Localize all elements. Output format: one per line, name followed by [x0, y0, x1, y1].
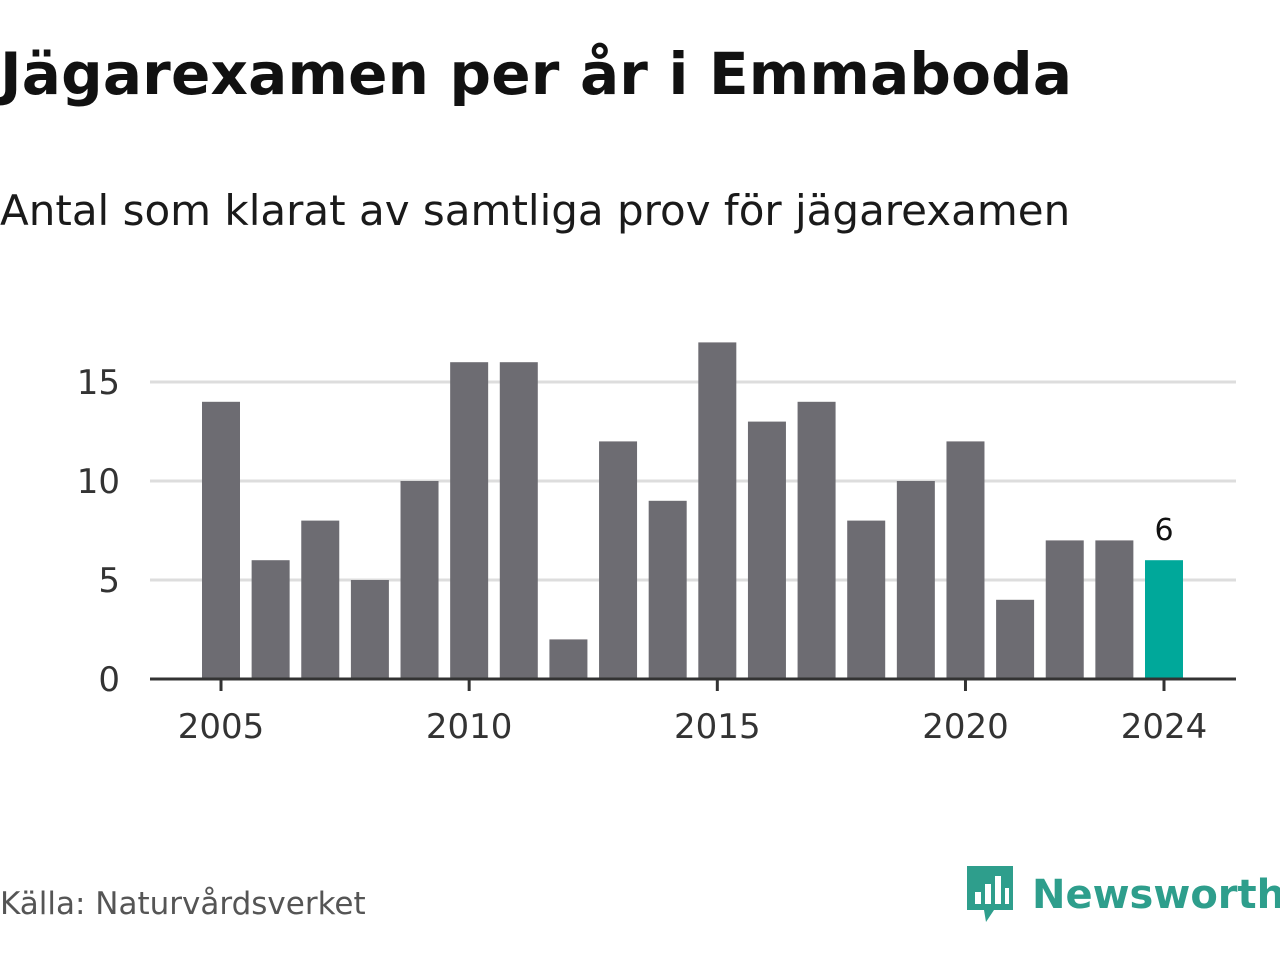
bar-2020	[946, 441, 985, 679]
bars	[202, 342, 1183, 679]
bar-2011	[499, 362, 538, 679]
bar-2023	[1095, 540, 1134, 679]
bar-2012	[549, 639, 588, 679]
bar-2005	[202, 401, 240, 679]
bar-2010	[450, 362, 489, 679]
chart-subtitle: Antal som klarat av samtliga prov för jä…	[0, 186, 1071, 235]
axes	[150, 677, 1236, 691]
brand-name: Newsworthy	[1032, 872, 1280, 918]
bar-2022	[1045, 540, 1084, 679]
bar-2009	[400, 481, 439, 679]
y-tick-label: 15	[77, 363, 120, 403]
bar-2015	[698, 342, 737, 679]
bar-2008	[350, 580, 389, 679]
x-tick-label: 2010	[426, 707, 513, 747]
x-tick-label: 2020	[922, 707, 1009, 747]
data-label: 6	[1154, 513, 1173, 548]
y-tick-label: 10	[77, 462, 120, 502]
bar-chart: 0 5 10 15 2005 2010 2015 2020 2024 6	[77, 342, 1236, 747]
source-note: Källa: Naturvårdsverket	[0, 886, 366, 922]
newsworthy-logo-icon	[967, 866, 1013, 922]
bar-2014	[648, 500, 687, 679]
bar-2006	[251, 560, 290, 679]
bar-2024	[1145, 560, 1183, 679]
x-tick-label: 2005	[178, 707, 265, 747]
chart-title: Jägarexamen per år i Emmaboda	[0, 40, 1073, 108]
bar-2018	[847, 520, 886, 679]
bar-2019	[896, 481, 935, 679]
bar-2013	[599, 441, 638, 679]
bar-2016	[747, 421, 786, 679]
bar-2021	[996, 599, 1035, 679]
x-tick-label: 2015	[674, 707, 761, 747]
y-tick-label: 5	[98, 561, 120, 601]
bar-2017	[797, 401, 836, 679]
labels: 0 5 10 15 2005 2010 2015 2020 2024 6	[77, 363, 1208, 747]
newsworthy-brand: Newsworthy	[964, 864, 1280, 926]
y-tick-label: 0	[98, 660, 120, 700]
bar-2007	[301, 520, 340, 679]
x-tick-label: 2024	[1121, 707, 1208, 747]
